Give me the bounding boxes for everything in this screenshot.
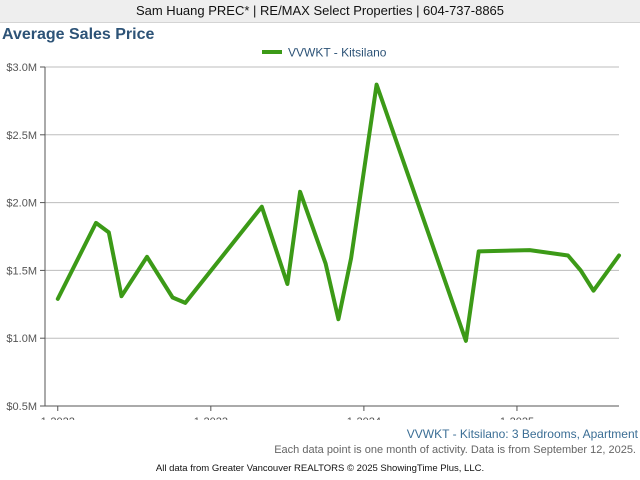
x-tick-label: 1-2025 [500, 416, 534, 420]
y-tick-label: $1.0M [6, 333, 37, 345]
line-chart: VVWKT - Kitsilano $0.5M $1.0M $1.5M $2.0M $2… [6, 46, 621, 420]
data-point [376, 84, 378, 86]
y-tick-label: $0.5M [6, 401, 37, 413]
data-point [465, 340, 467, 342]
data-point [184, 302, 186, 304]
y-tick-label: $2.0M [6, 198, 37, 210]
agent-header: Sam Huang PREC* | RE/MAX Select Properti… [0, 0, 640, 23]
data-point [95, 222, 97, 224]
y-tick-label: $2.5M [6, 130, 37, 142]
y-tick-label: $3.0M [6, 62, 37, 74]
data-point [567, 254, 569, 257]
x-tick-label: 1-2023 [194, 416, 228, 420]
legend-label: VVWKT - Kitsilano [288, 46, 387, 60]
data-point [286, 283, 288, 285]
data-point [618, 254, 620, 257]
data-point [478, 250, 480, 253]
x-tick-label: 1-2024 [347, 416, 381, 420]
data-point [120, 295, 123, 297]
x-tick-label: 1-2022 [41, 416, 75, 420]
data-point [580, 269, 582, 271]
series-description: VVWKT - Kitsilano: 3 Bedrooms, Apartment [406, 427, 638, 441]
data-point [299, 191, 301, 193]
data-point [171, 296, 174, 299]
data-point [261, 206, 263, 208]
data-point [529, 249, 531, 251]
data-point [592, 290, 595, 292]
data-note: Each data point is one month of activity… [274, 444, 636, 456]
series-line [55, 82, 621, 343]
chart-legend: VVWKT - Kitsilano [262, 46, 387, 60]
data-point [57, 298, 59, 300]
data-point [350, 257, 352, 259]
y-tick-label: $1.5M [6, 265, 37, 277]
data-point [146, 256, 148, 258]
chart-title: Average Sales Price [2, 26, 155, 43]
data-credit: All data from Greater Vancouver REALTORS… [155, 463, 485, 474]
data-point [108, 231, 110, 234]
data-point [337, 318, 339, 320]
data-point [325, 263, 327, 265]
